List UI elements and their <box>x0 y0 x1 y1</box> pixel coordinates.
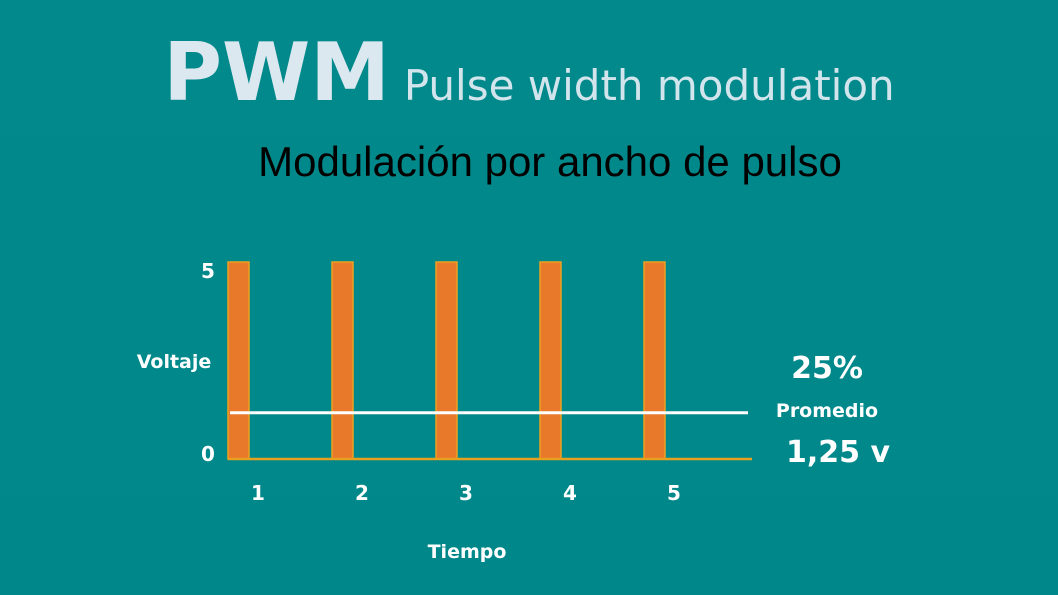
x-tick-5: 5 <box>667 481 681 505</box>
title-main: PWM <box>163 26 390 119</box>
pulse-bar-4 <box>539 261 562 460</box>
subtitle: Modulación por ancho de pulso <box>258 138 842 185</box>
x-tick-1: 1 <box>251 481 265 505</box>
y-axis-label: Voltaje <box>137 351 212 373</box>
x-tick-2: 2 <box>355 481 369 505</box>
bars-group <box>227 261 666 460</box>
average-value: 1,25 v <box>786 435 890 470</box>
pulse-bar-5 <box>643 261 666 460</box>
x-tick-3: 3 <box>459 481 473 505</box>
pulse-bar-2 <box>331 261 354 460</box>
y-tick-max: 5 <box>201 259 215 283</box>
title-row: PWM Pulse width modulation <box>0 26 1058 119</box>
x-ticks-group: 1 2 3 4 5 <box>251 481 681 505</box>
average-label: Promedio <box>776 400 878 422</box>
pulse-bar-1 <box>227 261 250 460</box>
x-axis-label: Tiempo <box>428 541 507 563</box>
duty-cycle-label: 25% <box>791 351 863 386</box>
pulse-bar-3 <box>435 261 458 460</box>
title-sub: Pulse width modulation <box>403 61 895 110</box>
x-tick-4: 4 <box>563 481 577 505</box>
y-tick-zero: 0 <box>201 442 215 466</box>
